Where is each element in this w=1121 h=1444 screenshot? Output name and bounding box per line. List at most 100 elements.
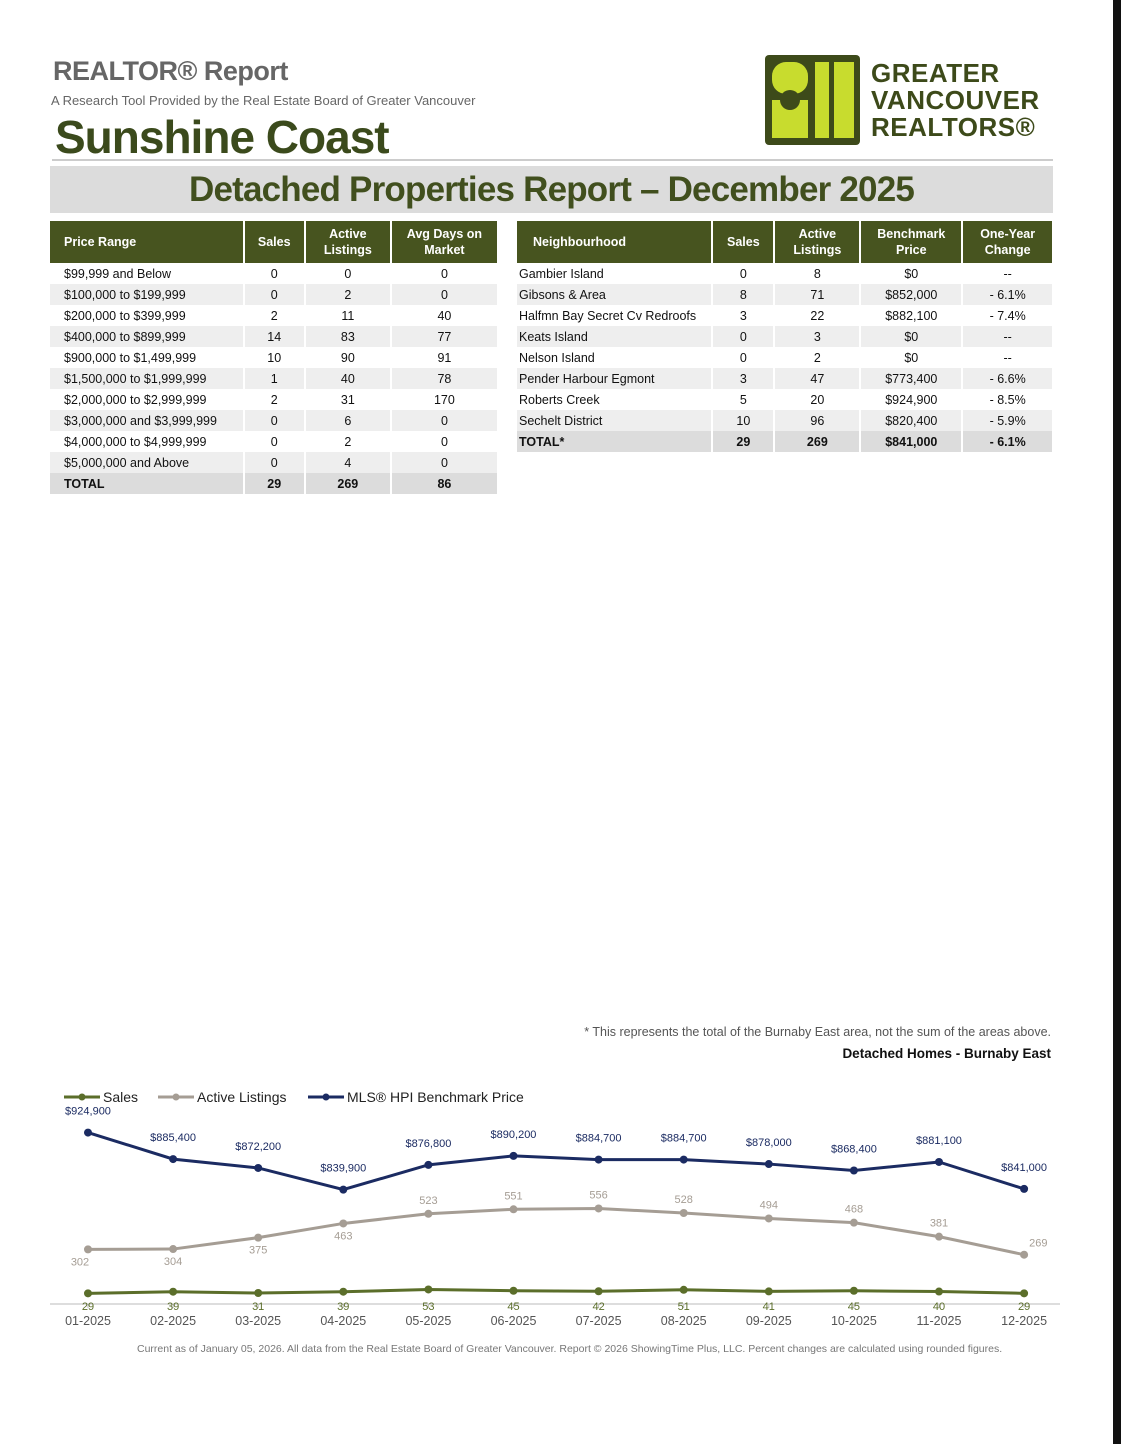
table-cell: 8 (774, 263, 862, 284)
data-label: 304 (164, 1256, 182, 1268)
table-cell: 71 (774, 284, 862, 305)
table-cell: 47 (774, 368, 862, 389)
logo-text: REALTORS® (871, 112, 1036, 142)
table-cell: 31 (304, 389, 392, 410)
table-cell: 2 (243, 305, 306, 326)
legend-label: Sales (103, 1089, 138, 1105)
table-cell: -- (962, 263, 1054, 284)
footnote: * This represents the total of the Burna… (584, 1025, 1051, 1039)
data-label: $890,200 (491, 1129, 537, 1141)
table-cell: 4 (304, 452, 392, 473)
table-cell: 2 (304, 431, 392, 452)
x-tick-label: 01-2025 (65, 1314, 111, 1328)
data-point (169, 1245, 178, 1254)
column-header: Neighbourhood (517, 221, 714, 263)
data-label: $884,700 (576, 1133, 622, 1145)
data-label: 494 (760, 1199, 778, 1211)
x-tick-label: 12-2025 (1001, 1314, 1047, 1328)
data-point (935, 1232, 943, 1241)
table-cell: Gibsons & Area (517, 284, 714, 305)
chart-caption: Detached Homes - Burnaby East (842, 1046, 1051, 1061)
table-row: $200,000 to $399,999 2 11 40 (50, 305, 500, 326)
data-point (1020, 1289, 1029, 1298)
table-cell: 22 (774, 305, 862, 326)
data-point (169, 1155, 178, 1164)
neighbourhood-table: Neighbourhood Sales Active Listings Benchma… (517, 221, 1054, 452)
data-label: 29 (82, 1301, 94, 1313)
table-cell: $100,000 to $199,999 (50, 284, 245, 305)
total-cell: 269 (304, 473, 392, 494)
table-row: $1,500,000 to $1,999,999 1 40 78 (50, 368, 500, 389)
column-header: Active Listings (304, 221, 392, 263)
column-header: Sales (243, 221, 306, 263)
header-row: Price Range Sales Active Listings Avg Days … (50, 221, 500, 263)
data-label: $884,700 (661, 1133, 707, 1145)
data-label: $881,100 (916, 1135, 962, 1147)
data-label: 375 (249, 1245, 267, 1257)
table-cell: - 6.1% (962, 284, 1054, 305)
table-cell: $400,000 to $899,999 (50, 326, 245, 347)
data-label: $876,800 (405, 1138, 451, 1150)
table-row: $3,000,000 and $3,999,999 0 6 0 (50, 410, 500, 431)
data-label: 556 (589, 1189, 607, 1201)
table-cell: 0 (390, 452, 500, 473)
header-row: Neighbourhood Sales Active Listings Benchma… (517, 221, 1054, 263)
data-label: $878,000 (746, 1137, 792, 1149)
table-cell: 14 (243, 326, 306, 347)
data-point (84, 1289, 92, 1298)
table-cell: 1 (243, 368, 306, 389)
data-label: 463 (334, 1230, 352, 1242)
column-header: Active Listings (774, 221, 862, 263)
data-point (679, 1208, 688, 1217)
data-point (679, 1285, 688, 1294)
data-point (84, 1128, 92, 1137)
table-cell: - 7.4% (962, 305, 1054, 326)
table-cell: $0 (860, 263, 964, 284)
table-cell: $820,400 (860, 410, 964, 431)
table-cell: 0 (390, 284, 500, 305)
data-label: 551 (504, 1190, 522, 1202)
total-cell: 86 (390, 473, 500, 494)
data-point (84, 1245, 92, 1254)
data-point (509, 1205, 518, 1214)
data-label: $885,400 (150, 1132, 196, 1144)
total-cell: 29 (243, 473, 306, 494)
column-header: Avg Days on Market (390, 221, 500, 263)
table-cell: 0 (304, 263, 392, 284)
table-cell: $882,100 (860, 305, 964, 326)
data-point (594, 1287, 603, 1296)
data-point (254, 1163, 263, 1172)
table-cell: 0 (712, 347, 776, 368)
data-label: 39 (337, 1301, 349, 1313)
table-cell: - 6.6% (962, 368, 1054, 389)
table-cell: $900,000 to $1,499,999 (50, 347, 245, 368)
data-point (509, 1151, 518, 1160)
data-point (764, 1214, 773, 1223)
table-cell: 91 (390, 347, 500, 368)
data-label: $924,900 (65, 1106, 111, 1118)
table-row: $400,000 to $899,999 14 83 77 (50, 326, 500, 347)
data-point (594, 1204, 603, 1213)
table-cell: 96 (774, 410, 862, 431)
table-cell: $0 (860, 347, 964, 368)
data-point (254, 1289, 263, 1298)
legend-label: Active Listings (197, 1089, 286, 1105)
table-row: $5,000,000 and Above 0 4 0 (50, 452, 500, 473)
data-label: 528 (675, 1194, 693, 1206)
table-cell: Gambier Island (517, 263, 714, 284)
data-label: 523 (419, 1195, 437, 1207)
table-row: Pender Harbour Egmont 3 47 $773,400- 6.6% (517, 368, 1054, 389)
table-cell: $5,000,000 and Above (50, 452, 245, 473)
data-point (339, 1219, 348, 1228)
legend-marker (78, 1093, 86, 1101)
column-header: Price Range (50, 221, 245, 263)
table-cell: 2 (243, 389, 306, 410)
table-cell: 10 (243, 347, 306, 368)
x-tick-label: 04-2025 (320, 1314, 366, 1328)
data-label: $868,400 (831, 1144, 877, 1156)
legend-marker (172, 1093, 180, 1101)
legend-label: MLS® HPI Benchmark Price (347, 1089, 524, 1105)
x-tick-label: 05-2025 (405, 1314, 451, 1328)
column-header: Benchmark Price (860, 221, 964, 263)
total-cell: $841,000 (860, 431, 964, 452)
